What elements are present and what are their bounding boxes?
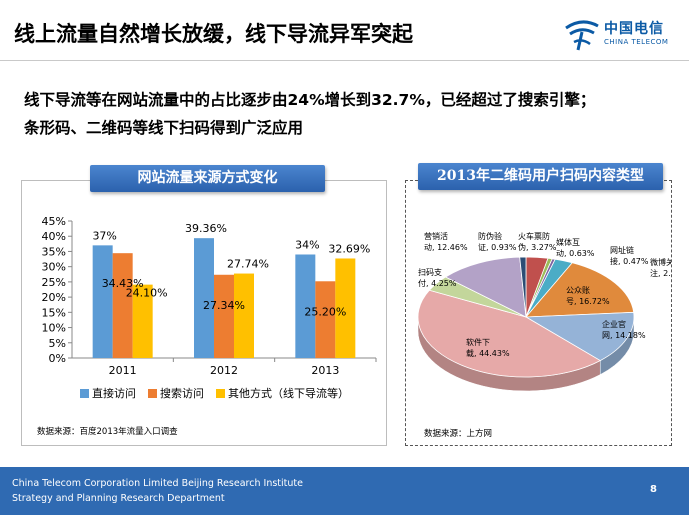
- pie-label: 伪, 3.27%: [518, 242, 557, 252]
- legend-label: 直接访问: [92, 386, 136, 400]
- y-tick-label: 20%: [42, 291, 66, 304]
- pie-chart-source: 数据来源：上方网: [424, 429, 493, 439]
- y-tick-label: 30%: [42, 261, 66, 274]
- bar-chart-title: 网站流量来源方式变化: [90, 165, 325, 192]
- x-tick-label: 2012: [210, 364, 238, 377]
- data-label: 34%: [295, 238, 319, 251]
- pie-label: 动, 12.46%: [424, 242, 468, 252]
- pie-label: 企业官: [602, 319, 626, 329]
- bar: [234, 273, 254, 358]
- pie-label: 媒体互: [556, 237, 580, 247]
- y-tick-label: 10%: [42, 322, 66, 335]
- x-tick-label: 2011: [109, 364, 137, 377]
- y-tick-label: 25%: [42, 276, 66, 289]
- logo-en-text: CHINA TELECOM: [604, 38, 669, 46]
- x-tick-label: 2013: [311, 364, 339, 377]
- pie-slice: [444, 256, 527, 318]
- legend-label: 搜索访问: [160, 386, 204, 400]
- pie-chart-panel: 火车票防 伪, 3.27% 媒体互 动, 0.63% 网址链 接, 0.47% 微博关 注, …: [405, 180, 689, 446]
- data-label: 27.34%: [203, 299, 245, 312]
- data-label: 32.69%: [328, 242, 370, 255]
- pie-label: 号, 16.72%: [566, 297, 610, 306]
- bar: [315, 281, 336, 358]
- y-tick-label: 45%: [42, 215, 66, 228]
- bar-chart-source: 数据来源：百度2013年流量入口调查: [37, 427, 178, 437]
- pie-chart-title: 2013年二维码用户扫码内容类型: [418, 163, 663, 190]
- pie-label: 付, 4.25%: [418, 278, 457, 288]
- pie-label: 证, 0.93%: [478, 243, 517, 252]
- pie-label: 动, 0.63%: [556, 248, 595, 258]
- y-tick-label: 0%: [49, 352, 66, 365]
- pie-label: 接, 0.47%: [610, 256, 649, 266]
- footer-line-2: Strategy and Planning Research Departmen…: [12, 493, 225, 504]
- bar: [132, 284, 153, 358]
- data-label: 27.74%: [227, 258, 269, 271]
- pie-slice: [519, 256, 527, 318]
- bar-chart: 0% 5% 10% 15% 20% 25% 30% 35% 40% 45% 2011 37% 34.43…: [42, 215, 377, 400]
- data-label: 24.10%: [126, 287, 168, 300]
- pie-label: 扫码支: [418, 267, 442, 277]
- pie-label: 微博关: [650, 257, 671, 267]
- bar: [335, 258, 356, 358]
- pie-label: 网址链: [610, 245, 634, 255]
- legend-swatch: [148, 389, 157, 398]
- bar: [92, 245, 113, 358]
- pie-label: 防伪验: [478, 231, 502, 241]
- bar: [112, 253, 133, 358]
- bar-chart-panel: 0% 5% 10% 15% 20% 25% 30% 35% 40% 45% 2011 37% 34.43…: [21, 180, 387, 446]
- data-label: 39.36%: [185, 222, 227, 235]
- title-divider: [0, 60, 689, 61]
- y-tick-label: 15%: [42, 306, 66, 319]
- y-tick-label: 5%: [49, 337, 66, 350]
- data-label: 34.43%: [102, 277, 144, 290]
- data-label: 25.20%: [304, 305, 346, 318]
- data-label: 37%: [92, 229, 116, 242]
- y-tick-label: 40%: [42, 230, 66, 243]
- pie-label: 载, 44.43%: [466, 348, 510, 358]
- page-title: 线上流量自然增长放缓，线下导流异军突起: [14, 22, 413, 46]
- footer-line-1: China Telecom Corporation Limited Beijin…: [12, 478, 303, 489]
- bar: [194, 238, 214, 358]
- pie-slice: [524, 311, 635, 362]
- legend-label: 其他方式（线下导流等）: [228, 386, 349, 400]
- bar: [295, 254, 316, 358]
- logo-cn-text: 中国电信: [604, 21, 664, 37]
- y-tick-label: 35%: [42, 245, 66, 258]
- pie-label: 公众账: [566, 286, 590, 295]
- subtitle-line-2: 条形码、二维码等线下扫码得到广泛应用: [24, 119, 304, 137]
- pie-slice: [417, 289, 602, 378]
- pie-label: 注, 2.68%: [650, 268, 671, 278]
- legend-swatch: [216, 389, 225, 398]
- china-telecom-logo-icon: [565, 20, 599, 51]
- pie-label: 营销活: [424, 231, 448, 241]
- legend-swatch: [80, 389, 89, 398]
- page-number: 8: [650, 484, 657, 495]
- pie-label: 网, 14.18%: [602, 331, 646, 340]
- footer-bar: China Telecom Corporation Limited Beijin…: [0, 467, 689, 515]
- pie-slice: [525, 262, 635, 318]
- pie-label: 软件下: [466, 337, 490, 347]
- subtitle-line-1: 线下导流等在网站流量中的占比逐步由24%增长到32.7%，已经超过了搜索引擎；: [24, 91, 596, 109]
- bar: [214, 274, 234, 358]
- pie-label: 火车票防: [518, 231, 550, 241]
